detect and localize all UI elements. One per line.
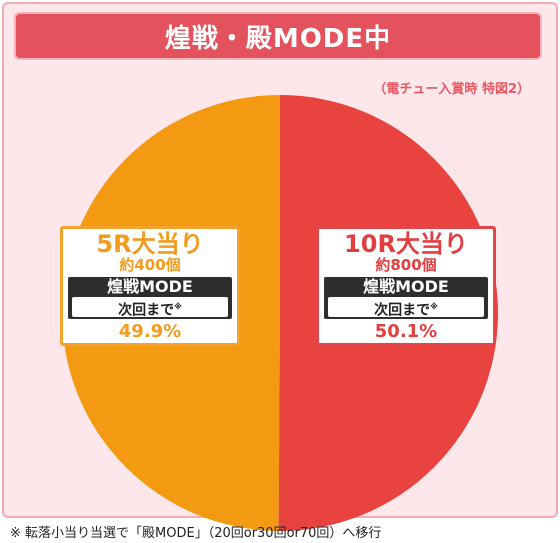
chart-title: 煌戦・殿MODE中 <box>164 23 392 54</box>
continue-text-10r: 次回まで <box>374 302 431 319</box>
continue-label-5r: 次回まで※ <box>72 297 228 319</box>
mode-name-5r: 煌戦MODE <box>107 277 193 296</box>
round-label-10r: 10R大当り <box>344 230 468 258</box>
condition-note: （電チュー入賞時 特図2） <box>373 82 530 97</box>
title-bar: 煌戦・殿MODE中 <box>14 12 542 60</box>
percent-label-10r: 50.1% <box>374 321 438 342</box>
balls-label-10r: 約800個 <box>375 256 437 274</box>
percent-label-5r: 49.9% <box>118 321 182 342</box>
footnote: ※ 転落小当り当選で「殿MODE」（20回or30回or70回）へ移行 <box>10 526 382 541</box>
slice-label-10r: 10R大当り 約800個 煌戦MODE 次回まで※ 50.1% <box>316 226 496 346</box>
balls-label-5r: 約400個 <box>119 256 181 274</box>
round-label-5r: 5R大当り <box>96 230 204 258</box>
continue-mark-10r: ※ <box>430 302 438 311</box>
mode-block-10r: 煌戦MODE 次回まで※ <box>324 277 488 319</box>
continue-mark-5r: ※ <box>174 302 182 311</box>
mode-name-10r: 煌戦MODE <box>363 277 449 296</box>
slice-label-5r: 5R大当り 約400個 煌戦MODE 次回まで※ 49.9% <box>60 226 240 346</box>
mode-block-5r: 煌戦MODE 次回まで※ <box>68 277 232 319</box>
continue-label-10r: 次回まで※ <box>328 297 484 319</box>
continue-text-5r: 次回まで <box>118 302 175 319</box>
